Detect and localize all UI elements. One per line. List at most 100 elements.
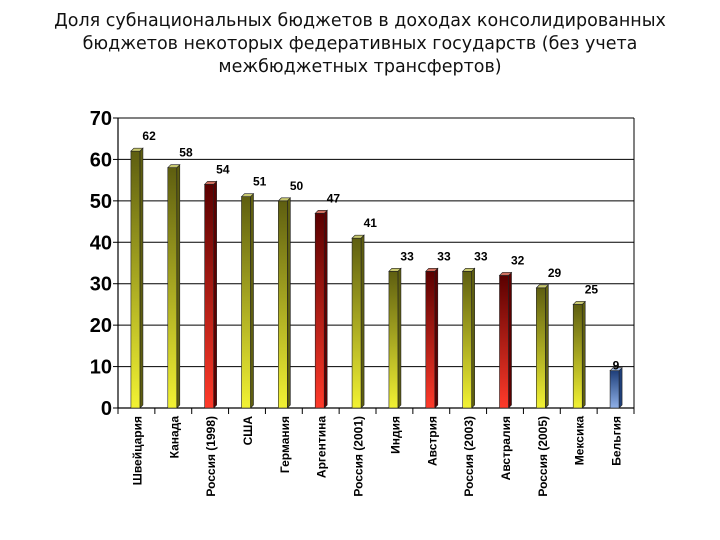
bar-top — [203, 180, 218, 185]
bar-front — [572, 304, 583, 409]
bar-top — [535, 284, 550, 289]
category-label: Канада — [167, 416, 181, 459]
chart-title: Доля субнациональных бюджетов в доходах … — [40, 10, 680, 79]
bar-side — [139, 147, 144, 409]
bar-top — [167, 164, 181, 169]
category-label: Австрия — [425, 416, 439, 466]
category-label: США — [241, 416, 255, 446]
bar-front — [536, 287, 546, 409]
bar-side — [360, 234, 365, 409]
bar-side — [176, 163, 181, 409]
y-tick-label: 50 — [90, 191, 112, 213]
bar-side — [618, 366, 623, 409]
category-label: Россия (2001) — [352, 416, 366, 497]
bar-front — [167, 167, 178, 409]
y-tick-label: 60 — [90, 149, 112, 171]
bar — [130, 147, 144, 409]
bar — [572, 300, 586, 409]
category-label: Мексика — [573, 416, 587, 466]
data-label: 32 — [511, 253, 525, 267]
bar-front — [278, 200, 288, 409]
bar-front — [425, 270, 436, 409]
data-label: 41 — [364, 216, 378, 230]
bar-front — [462, 270, 472, 409]
data-label: 51 — [253, 175, 267, 189]
y-tick-label: 70 — [90, 108, 112, 130]
data-label: 33 — [437, 249, 451, 263]
category-label: Аргентина — [315, 416, 329, 478]
bars — [130, 147, 623, 409]
bar-top — [498, 272, 513, 276]
bar — [609, 366, 623, 409]
category-label: Швейцария — [130, 416, 144, 485]
data-label: 50 — [290, 179, 304, 193]
bar — [535, 284, 550, 409]
bar-side — [323, 209, 328, 409]
bar-front — [609, 370, 620, 409]
chart-title-line-3: межбюджетных трансфертов) — [218, 57, 502, 77]
bar — [314, 209, 328, 409]
data-label: 33 — [400, 249, 414, 263]
bar-front — [241, 196, 251, 409]
category-labels: Швейцария Канада Россия (1998) США Германия А… — [130, 416, 623, 497]
bar — [425, 267, 439, 409]
y-tick-label: 40 — [90, 232, 112, 254]
chart-title-line-2: бюджетов некоторых федеративных государс… — [82, 34, 638, 54]
y-tick-label: 0 — [101, 398, 112, 420]
bar-side — [287, 197, 291, 409]
data-label: 33 — [474, 249, 488, 263]
category-label: Бельгия — [610, 416, 624, 466]
bar-top — [609, 367, 623, 372]
bar — [461, 267, 476, 409]
bar-top — [240, 193, 255, 198]
bar-top — [314, 209, 328, 214]
bar-top — [388, 267, 402, 272]
category-label: Россия (2005) — [536, 416, 550, 497]
bar-top — [277, 197, 292, 202]
bar-side — [545, 284, 549, 409]
bar-front — [130, 150, 141, 409]
data-labels: 62 58 54 51 50 47 41 33 33 33 32 29 25 9 — [142, 129, 619, 373]
bar-top — [351, 234, 365, 239]
data-label: 9 — [613, 359, 620, 373]
bar — [351, 234, 365, 409]
bar-top — [461, 267, 476, 272]
bar-side — [434, 267, 439, 409]
bar-top — [130, 147, 144, 152]
bar — [498, 271, 513, 409]
bar-side — [250, 192, 254, 409]
data-label: 47 — [327, 191, 341, 205]
y-tick-label: 20 — [90, 315, 112, 337]
y-tick-labels: 0 10 20 30 40 50 60 70 — [90, 108, 112, 420]
category-label: Россия (2003) — [462, 416, 476, 497]
category-label: Австралия — [499, 416, 513, 480]
data-label: 25 — [585, 282, 599, 296]
bar-side — [471, 267, 475, 409]
data-label: 54 — [216, 162, 230, 176]
data-label: 58 — [179, 146, 193, 160]
chart-title-line-1: Доля субнациональных бюджетов в доходах … — [54, 11, 666, 31]
bar — [240, 192, 255, 409]
bar-front — [204, 183, 214, 409]
bar — [167, 163, 181, 409]
bar-side — [508, 271, 512, 409]
bar-front — [388, 270, 399, 409]
bar-side — [397, 267, 402, 409]
bar-front — [351, 237, 362, 409]
y-tick-label: 30 — [90, 274, 112, 296]
data-label: 62 — [142, 129, 156, 143]
bar — [203, 180, 218, 409]
axes — [113, 117, 635, 409]
category-label: Германия — [278, 416, 292, 473]
bar-top — [425, 267, 439, 272]
bar-side — [213, 180, 217, 409]
bar — [277, 197, 292, 409]
bar-front — [499, 275, 509, 409]
bar-top — [572, 301, 586, 305]
bar-side — [581, 300, 586, 409]
category-label: Индия — [388, 416, 402, 454]
category-label: Россия (1998) — [204, 416, 218, 497]
y-tick-label: 10 — [90, 357, 112, 379]
bar — [388, 267, 402, 409]
